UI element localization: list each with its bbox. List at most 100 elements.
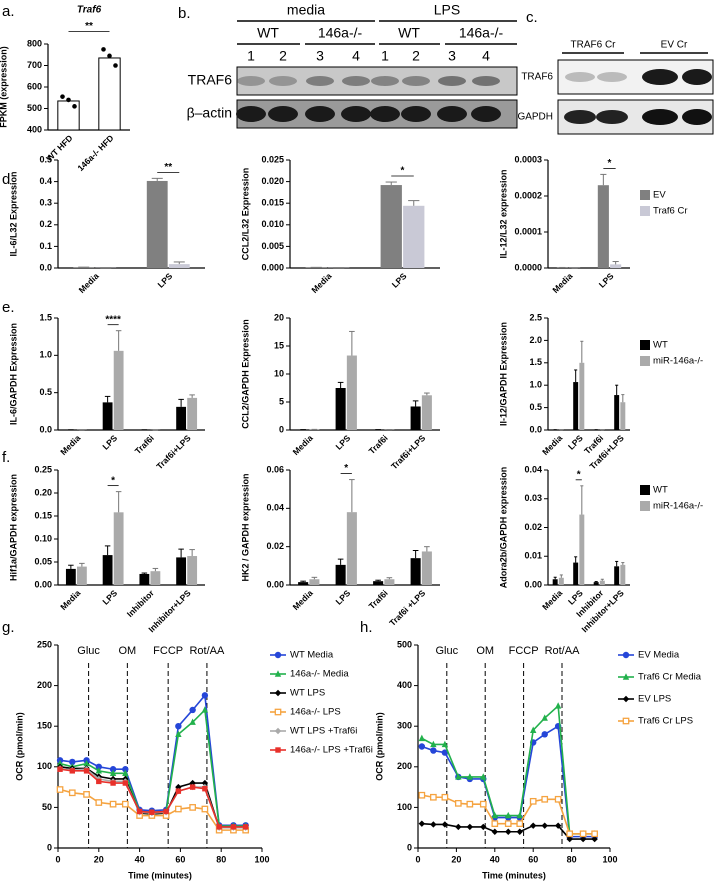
y-tick-label: 0 [407,842,412,852]
y-tick-label: 1.5 [529,357,542,367]
y-tick-label: 0.04 [266,503,284,513]
bar [614,566,620,585]
marker [541,822,548,829]
marker [109,769,117,776]
x-tick-label: LPS [390,271,409,290]
x-tick-label: Media [291,433,315,457]
y-tick-label: 10 [274,368,284,378]
marker [505,811,512,819]
y-axis-title: Adora2b/GAPDH expression [498,467,508,589]
y-tick-label: 50 [42,802,52,812]
y-tick-label: 0.10 [34,533,52,543]
y-tick-label: 0.02 [266,541,284,551]
x-axis-title: Time (minutes) [482,870,546,880]
bar [552,579,558,585]
marker [189,784,196,790]
bar [610,264,622,268]
y-tick-label: 0.000 [261,262,284,272]
band [565,72,595,82]
bar [579,362,585,430]
marker [541,731,548,738]
y-tick-label: 0.00 [266,579,284,589]
x-tick-label: 40 [135,854,145,864]
bar [309,579,320,585]
y-tick-label: 0.2 [39,219,52,229]
y-axis-title: CCL2/L32 Expression [240,168,250,261]
marker [441,749,449,756]
x-tick-label: LPS [100,588,119,607]
data-point [107,53,112,59]
y-tick-label: 500 [397,639,412,649]
marker [109,766,117,773]
legend-label: Traf6 Cr Media [638,672,702,683]
blot-group-label: media [287,2,325,18]
significance-label: ** [85,21,93,32]
y-tick-label: 1.5 [39,312,52,322]
marker [274,651,282,659]
event-label: Gluc [435,645,458,657]
band [438,76,466,86]
blot-bands [236,106,501,122]
marker [480,773,487,780]
x-tick-label: Traf6i+LPS [154,433,193,472]
marker [230,824,237,830]
y-tick-label: 150 [37,721,52,731]
marker [579,835,587,843]
marker [418,791,426,799]
band [341,106,371,122]
y-tick-label: 0.0003 [514,154,542,164]
blot-row-label: β–actin [187,105,232,121]
band [437,106,467,122]
bar [410,406,421,430]
y-tick-label: 0.25 [34,464,52,474]
band [682,109,712,125]
bar [410,558,421,585]
marker [591,835,598,843]
bar [579,514,585,585]
blot-underlines [237,20,517,45]
y-tick-label: 2.5 [529,312,542,322]
marker [69,768,75,774]
y-tick-label: 0.00 [34,579,52,589]
marker [622,673,630,680]
panel-label: b. [178,5,191,22]
marker [201,805,209,813]
marker [175,730,182,738]
marker [505,828,512,835]
marker [122,766,129,773]
legend-swatch [640,340,650,350]
marker [541,714,548,721]
marker [430,747,437,754]
marker [175,723,182,730]
bar [421,395,432,430]
marker [122,780,129,786]
bar [346,355,357,430]
marker [189,804,196,811]
blot-group-label: LPS [434,2,460,18]
bar [346,512,357,585]
bar [403,205,425,268]
significance-label: * [608,158,612,169]
marker [491,820,499,827]
marker [109,800,117,808]
marker [516,828,523,835]
marker [56,786,64,793]
blot-lane-label: 4 [352,48,360,64]
x-tick-label: 60 [528,854,538,864]
x-tick-label: Traf6i+LPS [389,433,428,472]
event-label: Gluc [77,645,100,657]
marker [136,808,143,815]
marker [430,740,437,748]
marker [69,758,76,766]
x-tick-label: 100 [602,854,617,864]
marker [83,768,90,774]
marker [175,805,182,813]
marker [579,830,587,838]
marker [274,670,282,677]
marker [441,821,449,828]
marker [479,800,487,808]
y-tick-label: 0.01 [524,551,542,561]
band [564,110,596,124]
